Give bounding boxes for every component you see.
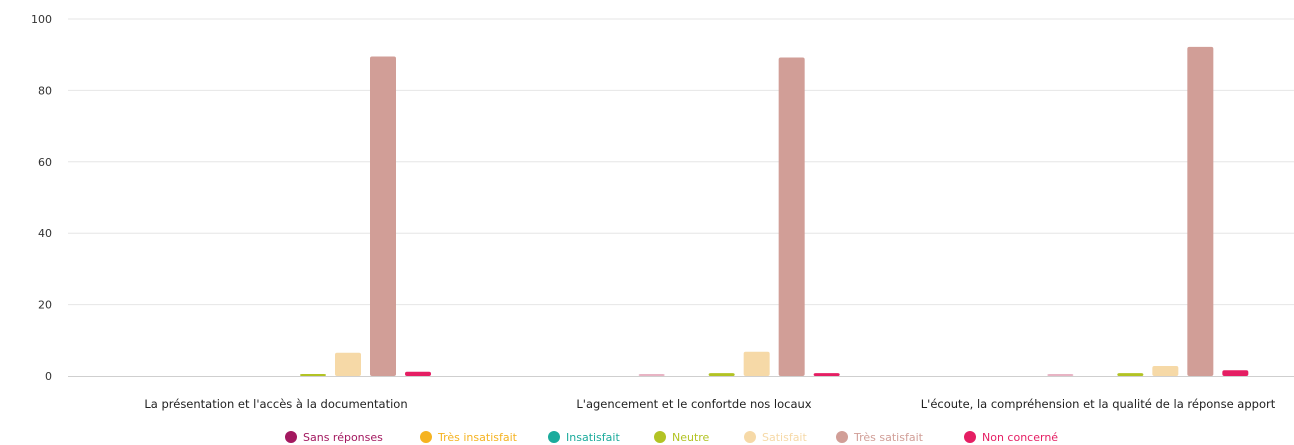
y-tick-label: 0: [45, 370, 52, 383]
y-axis-ticks: 0 20 40 60 80 100: [31, 13, 52, 383]
grid-lines: [68, 18, 1294, 306]
y-tick-label: 60: [38, 156, 52, 169]
bar-6-2: [778, 57, 805, 376]
legend-marker: [964, 431, 976, 443]
bar-7-2: [813, 373, 840, 376]
category-label: La présentation et l'accès à la document…: [144, 397, 407, 411]
legend-marker: [420, 431, 432, 443]
bar-4-1: [300, 374, 326, 376]
bar-4-3: [1117, 373, 1144, 376]
bar-5-3: [1152, 366, 1179, 376]
legend-item[interactable]: Satisfait: [744, 431, 807, 444]
legend[interactable]: Sans réponses Très insatisfait Insatisfait…: [285, 431, 1058, 444]
category-labels: La présentation et l'accès à la document…: [144, 397, 1275, 411]
legend-item[interactable]: Non concerné: [964, 431, 1058, 444]
legend-item[interactable]: Sans réponses: [285, 431, 383, 444]
bar-4-2: [708, 373, 735, 376]
y-tick-label: 40: [38, 227, 52, 240]
legend-label: Neutre: [672, 431, 710, 444]
legend-marker: [744, 431, 756, 443]
legend-item[interactable]: Très insatisfait: [420, 431, 518, 444]
bar-7-3: [1222, 370, 1249, 376]
legend-marker: [654, 431, 666, 443]
y-tick-label: 20: [38, 299, 52, 312]
y-tick-label: 80: [38, 84, 52, 97]
bar-5-2: [743, 351, 770, 376]
legend-label: Très satisfait: [853, 431, 924, 444]
category-label: L'écoute, la compréhension et la qualité…: [921, 397, 1276, 411]
bar-2-3: [1047, 374, 1074, 376]
legend-label: Insatisfait: [566, 431, 620, 444]
legend-marker: [836, 431, 848, 443]
legend-label: Satisfait: [762, 431, 807, 444]
legend-marker: [285, 431, 297, 443]
bars: [300, 46, 1249, 377]
bar-7-1: [405, 371, 431, 376]
legend-marker: [548, 431, 560, 443]
legend-label: Sans réponses: [303, 431, 383, 444]
legend-item[interactable]: Insatisfait: [548, 431, 620, 444]
category-label: L'agencement et le confortde nos locaux: [576, 397, 811, 411]
legend-item[interactable]: Neutre: [654, 431, 710, 444]
y-tick-label: 100: [31, 13, 52, 26]
legend-label: Très insatisfait: [437, 431, 518, 444]
bar-2-2: [638, 374, 665, 376]
legend-item[interactable]: Très satisfait: [836, 431, 924, 444]
bar-6-1: [370, 56, 396, 377]
bar-5-1: [335, 352, 361, 376]
bar-6-3: [1187, 46, 1214, 376]
legend-label: Non concerné: [982, 431, 1058, 444]
